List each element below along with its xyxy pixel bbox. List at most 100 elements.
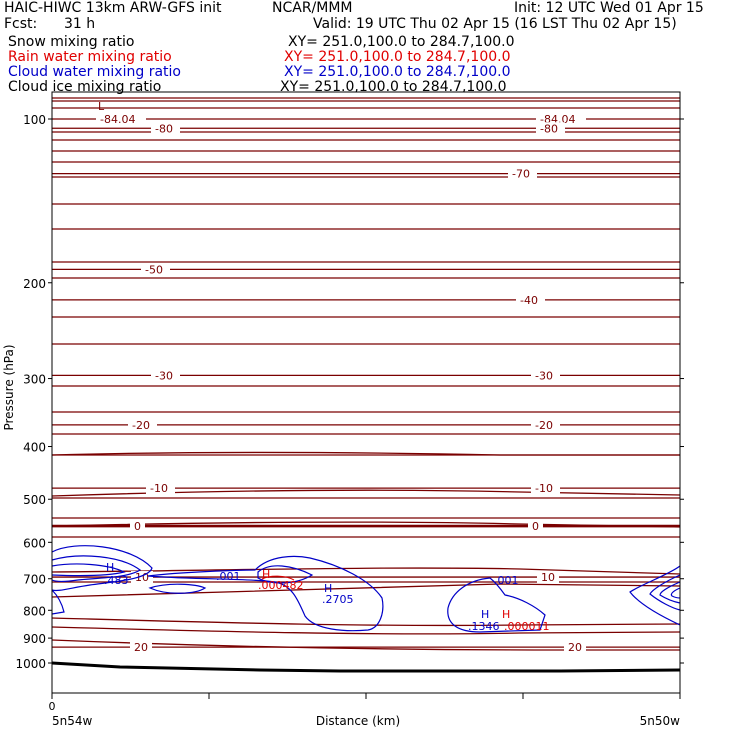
isotherm-label-bg — [536, 122, 565, 135]
isotherm-label-bg — [528, 520, 543, 533]
field-rain-name: Rain water mixing ratio — [8, 49, 172, 65]
isotherm-label-bg — [146, 482, 175, 495]
isotherm-label-bg — [151, 369, 180, 382]
fcst-value: 31 h — [64, 16, 96, 32]
cloud-contour — [148, 583, 207, 594]
cloud-contour — [51, 545, 153, 592]
fcst-label: Fcst: — [4, 16, 38, 32]
y-tick-label: 900 — [23, 632, 46, 646]
init-time: Init: 12 UTC Wed 01 Apr 15 — [514, 0, 704, 16]
left-end-label: 5n54w — [52, 714, 93, 728]
rain-water-label: .000482 — [258, 579, 304, 592]
field-cloudice-xy: XY= 251.0,100.0 to 284.7,100.0 — [280, 79, 507, 95]
isotherm — [51, 451, 680, 456]
y-tick-label: 100 — [23, 113, 46, 127]
model-title: HAIC-HIWC 13km ARW-GFS init — [4, 0, 222, 16]
x-axis-title: Distance (km) — [316, 714, 400, 728]
isotherm-label: -80 — [540, 122, 558, 135]
isotherm — [51, 567, 681, 575]
isotherm-label-bg — [141, 263, 170, 276]
isotherm-label-bg — [531, 369, 560, 382]
rain-water-contours — [261, 575, 295, 581]
isotherm-label-bg — [130, 520, 145, 533]
isotherm-label: 20 — [134, 641, 148, 654]
x-tick-label: 0 — [49, 700, 56, 713]
isotherm-label: 0 — [134, 520, 141, 533]
y-tick-label: 200 — [23, 277, 46, 291]
cloud-water-label: .1346 — [468, 620, 500, 633]
y-tick-label: 400 — [23, 441, 46, 455]
right-end-label: 5n50w — [640, 714, 681, 728]
cloud-water-label: .001 — [494, 574, 519, 587]
isotherm-label: -30 — [535, 369, 553, 382]
temperature-contours: -84.04-84.04L-80-80-70-70-50-40-30-30-20… — [51, 97, 681, 654]
field-rain-xy: XY= 251.0,100.0 to 284.7,100.0 — [284, 49, 511, 65]
isotherm-label-bg — [130, 641, 152, 654]
isotherm-label: -20 — [132, 419, 150, 432]
cloud-water-contours — [51, 545, 681, 633]
isotherm-label-bg — [564, 641, 586, 654]
isotherm-label-bg — [508, 167, 537, 180]
cloud-high-marker: H — [324, 582, 332, 595]
isotherm-label: -30 — [155, 369, 173, 382]
cloud-contour — [447, 577, 546, 633]
isotherm-label-bg — [516, 293, 545, 306]
cloud-water-label: .001 — [216, 570, 241, 583]
isotherm-label: -20 — [535, 419, 553, 432]
isotherm-label-bg — [531, 482, 560, 495]
plot-frame — [51, 91, 681, 694]
isotherm-label: -50 — [145, 263, 163, 276]
rain-high-marker: H — [262, 568, 270, 581]
org-label: NCAR/MMM — [272, 0, 353, 16]
isotherm-label-bg — [96, 113, 146, 125]
isotherm-label: -10 — [535, 482, 553, 495]
y-tick-label: 800 — [23, 604, 46, 618]
isotherm-label-bg — [536, 113, 586, 125]
y-tick-label: 300 — [23, 373, 46, 387]
isotherm — [51, 617, 681, 627]
cloud-contour — [51, 589, 65, 615]
field-cloudwater-name: Cloud water mixing ratio — [8, 64, 181, 80]
cloud-contour — [51, 563, 126, 577]
isotherm-label-bg — [131, 571, 153, 584]
cloud-high-marker: H — [481, 608, 489, 621]
y-axis-title: Pressure (hPa) — [2, 344, 16, 430]
cloud-contour — [147, 555, 384, 632]
isotherm — [51, 626, 681, 635]
cloud-contour — [629, 565, 681, 626]
isotherm-label: 10 — [541, 571, 555, 584]
isotherm-label-bg — [537, 571, 559, 584]
cloud-contour — [51, 555, 142, 583]
cloud-contour — [649, 574, 681, 611]
y-tick-label: 700 — [23, 573, 46, 587]
isotherm — [51, 489, 681, 497]
rain-high-marker: H — [502, 608, 510, 621]
field-snow-xy: XY= 251.0,100.0 to 284.7,100.0 — [288, 34, 515, 50]
isotherm-label: -84.04 — [100, 113, 135, 126]
ground-line — [51, 661, 681, 673]
isotherm-label: -40 — [520, 294, 538, 307]
cloud-water-label: .2705 — [322, 593, 354, 606]
low-marker: L — [98, 100, 105, 113]
cloud-contour — [659, 581, 681, 604]
isotherm-label: 0 — [532, 520, 539, 533]
isotherm-label-bg — [128, 418, 157, 431]
y-tick-label: 600 — [23, 536, 46, 550]
field-cloudice-name: Cloud ice mixing ratio — [8, 79, 162, 95]
isotherm-label-bg — [151, 122, 180, 135]
isotherm-label: 20 — [568, 641, 582, 654]
field-snow-name: Snow mixing ratio — [8, 34, 135, 50]
isotherm-label: -10 — [150, 482, 168, 495]
valid-time: Valid: 19 UTC Thu 02 Apr 15 (16 LST Thu … — [313, 16, 677, 32]
field-cloudwater-xy: XY= 251.0,100.0 to 284.7,100.0 — [284, 64, 511, 80]
rain-contour — [261, 575, 295, 581]
cloud-high-marker: H — [106, 561, 114, 574]
isotherm-label: -70 — [512, 168, 530, 181]
cloud-contour — [257, 565, 314, 584]
y-tick-label: 1000 — [15, 657, 46, 671]
